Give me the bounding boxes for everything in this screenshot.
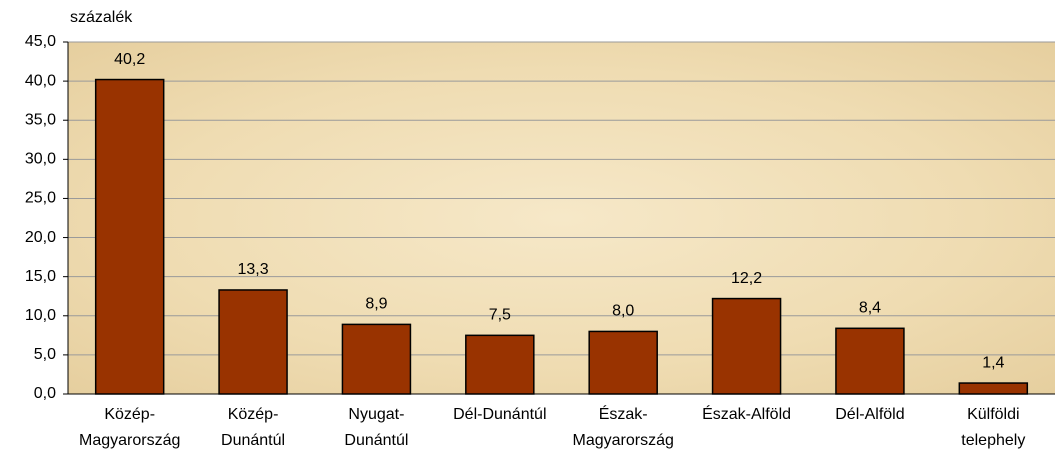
value-label: 40,2	[114, 51, 145, 68]
bar	[341, 323, 412, 395]
value-label: 7,5	[489, 307, 511, 324]
bar	[218, 289, 288, 395]
x-tick-label: Magyarország	[79, 432, 180, 449]
y-tick-label: 40,0	[25, 72, 56, 89]
x-tick-label: Közép-	[228, 406, 279, 423]
y-tick-label: 15,0	[25, 268, 56, 285]
y-tick-label: 25,0	[25, 190, 56, 207]
x-tick-label: Közép-	[104, 406, 155, 423]
value-label: 12,2	[731, 270, 762, 287]
bar	[588, 330, 658, 395]
x-tick-label: telephely	[961, 432, 1025, 449]
value-label: 8,9	[365, 296, 387, 313]
value-label: 8,0	[612, 303, 634, 320]
x-tick-label: Külföldi	[967, 406, 1019, 423]
bar	[94, 78, 165, 395]
y-tick-label: 45,0	[25, 33, 56, 50]
y-tick-label: 20,0	[25, 229, 56, 246]
y-tick-label: 30,0	[25, 151, 56, 168]
x-tick-label: Észak-Alföld	[702, 404, 791, 423]
x-tick-label: Magyarország	[573, 432, 674, 449]
x-tick-label: Észak-	[599, 404, 648, 423]
bar	[711, 297, 782, 395]
bar	[465, 334, 535, 395]
x-tick-label: Dél-Dunántúl	[453, 406, 546, 423]
plot-background	[68, 42, 1055, 394]
y-tick-label: 0,0	[34, 385, 56, 402]
bar	[958, 382, 1029, 395]
value-label: 13,3	[237, 261, 268, 278]
value-label: 8,4	[859, 300, 881, 317]
x-tick-label: Dunántúl	[221, 432, 285, 449]
y-tick-label: 5,0	[34, 346, 56, 363]
x-tick-label: Dél-Alföld	[835, 406, 904, 423]
bar	[835, 327, 905, 395]
y-axis-label: százalék	[70, 9, 133, 26]
value-label: 1,4	[982, 354, 1004, 371]
x-tick-label: Dunántúl	[344, 432, 408, 449]
y-tick-label: 35,0	[25, 111, 56, 128]
y-tick-label: 10,0	[25, 307, 56, 324]
x-tick-label: Nyugat-	[348, 406, 404, 423]
